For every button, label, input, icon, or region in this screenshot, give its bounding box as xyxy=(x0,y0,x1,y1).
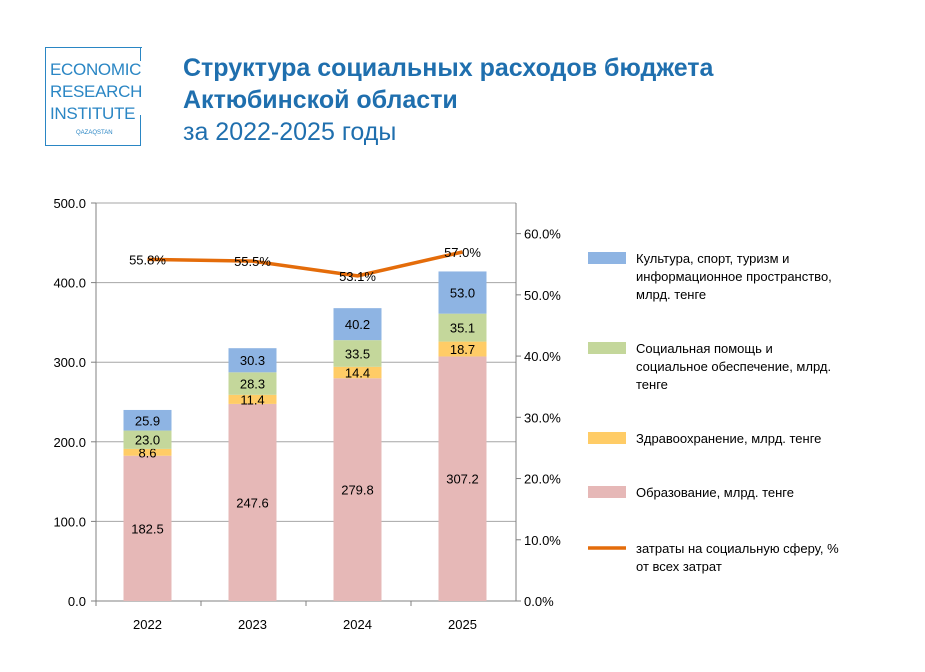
legend-label: от всех затрат xyxy=(636,559,722,574)
data-label: 25.9 xyxy=(135,413,160,428)
y2-tick-label: 0.0% xyxy=(524,594,554,609)
line-series xyxy=(147,250,463,278)
bar-segment xyxy=(438,356,487,601)
y2-tick-label: 60.0% xyxy=(524,227,561,242)
y2-tick-label: 10.0% xyxy=(524,533,561,548)
legend-label: информационное пространство, xyxy=(636,269,832,284)
logo-line: ECONOMIC xyxy=(50,60,142,79)
legend-swatch xyxy=(588,252,626,264)
y-tick-label: 400.0 xyxy=(53,276,86,291)
page-title: Структура социальных расходов бюджета Ак… xyxy=(183,52,713,148)
bar-segment xyxy=(228,394,277,404)
logo-line: RESEARCH xyxy=(50,82,143,101)
bar-segment xyxy=(333,308,382,341)
y-tick-label: 200.0 xyxy=(53,435,86,450)
y2-tick-label: 20.0% xyxy=(524,472,561,487)
data-label: 8.6 xyxy=(138,445,156,460)
legend-swatch xyxy=(588,486,626,498)
data-label: 14.4 xyxy=(345,366,370,381)
data-label: 23.0 xyxy=(135,433,160,448)
data-label: 30.3 xyxy=(240,353,265,368)
x-tick-label: 2022 xyxy=(133,617,162,632)
y2-tick-label: 40.0% xyxy=(524,349,561,364)
bar-segment xyxy=(123,409,172,431)
legend-label: Здравоохранение, млрд. тенге xyxy=(636,431,821,446)
title-line-2: Актюбинской области xyxy=(183,86,458,114)
bar-segment xyxy=(123,430,172,449)
y-tick-label: 0.0 xyxy=(68,594,86,609)
bar-segment xyxy=(228,372,277,395)
y2-tick-label: 50.0% xyxy=(524,288,561,303)
legend-label: Культура, спорт, туризм и xyxy=(636,251,789,266)
y-tick-label: 300.0 xyxy=(53,355,86,370)
data-label: 11.4 xyxy=(240,392,264,407)
legend-swatch xyxy=(588,432,626,444)
y2-tick-label: 30.0% xyxy=(524,410,561,425)
legend-label: Образование, млрд. тенге xyxy=(636,485,794,500)
logo-border xyxy=(140,115,141,146)
data-label: 53.0 xyxy=(450,286,475,301)
legend-label: затраты на социальную сферу, % xyxy=(636,541,839,556)
logo: ECONOMIC RESEARCH INSTITUTE QAZAQSTAN xyxy=(45,47,142,146)
data-label: 182.5 xyxy=(131,521,164,536)
bar-segment xyxy=(438,313,487,342)
line-data-label: 57.0% xyxy=(444,245,481,260)
legend-swatch xyxy=(588,342,626,354)
legend-label: тенге xyxy=(636,377,668,392)
bar-segment xyxy=(333,340,382,367)
bar-segment xyxy=(123,448,172,456)
bar-segment xyxy=(333,366,382,379)
data-label: 35.1 xyxy=(450,321,475,336)
x-tick-label: 2024 xyxy=(343,617,372,632)
line-data-label: 55.5% xyxy=(234,254,271,269)
legend-label: Социальная помощь и xyxy=(636,341,773,356)
bar-segment xyxy=(228,403,277,601)
logo-line: INSTITUTE xyxy=(50,104,136,123)
data-label: 307.2 xyxy=(446,472,479,487)
bar-segment xyxy=(438,271,487,314)
x-tick-label: 2023 xyxy=(238,617,267,632)
subtitle: за 2022-2025 годы xyxy=(183,118,397,146)
bar-segment xyxy=(438,341,487,357)
data-label: 279.8 xyxy=(341,483,374,498)
data-label: 33.5 xyxy=(345,346,370,361)
bar-segment xyxy=(333,378,382,601)
title-line-1: Структура социальных расходов бюджета xyxy=(183,54,714,82)
data-label: 18.7 xyxy=(450,342,475,357)
line-data-label: 55.8% xyxy=(129,252,166,267)
line-data-label: 53.1% xyxy=(339,269,376,284)
logo-sub: QAZAQSTAN xyxy=(76,130,113,136)
bar-segment xyxy=(228,348,277,373)
logo-border xyxy=(140,47,141,61)
bar-segment xyxy=(123,455,172,601)
legend-label: социальное обеспечение, млрд. xyxy=(636,359,831,374)
y-tick-label: 500.0 xyxy=(53,196,86,211)
x-tick-label: 2025 xyxy=(448,617,477,632)
legend-label: млрд. тенге xyxy=(636,287,706,302)
data-label: 40.2 xyxy=(345,317,370,332)
y-tick-label: 100.0 xyxy=(53,514,86,529)
data-label: 247.6 xyxy=(236,495,269,510)
data-label: 28.3 xyxy=(240,377,265,392)
